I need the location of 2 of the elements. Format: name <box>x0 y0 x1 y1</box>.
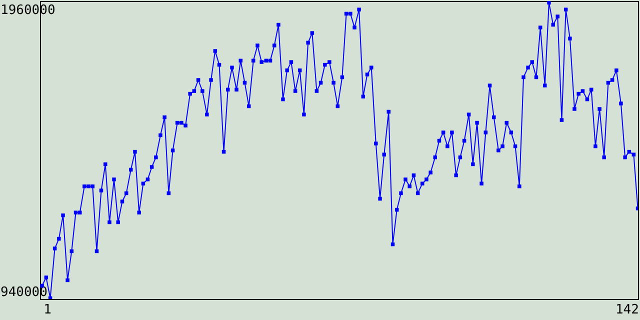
x-tick-label: 142 <box>615 302 639 318</box>
x-tick-label: 1 <box>44 302 52 318</box>
